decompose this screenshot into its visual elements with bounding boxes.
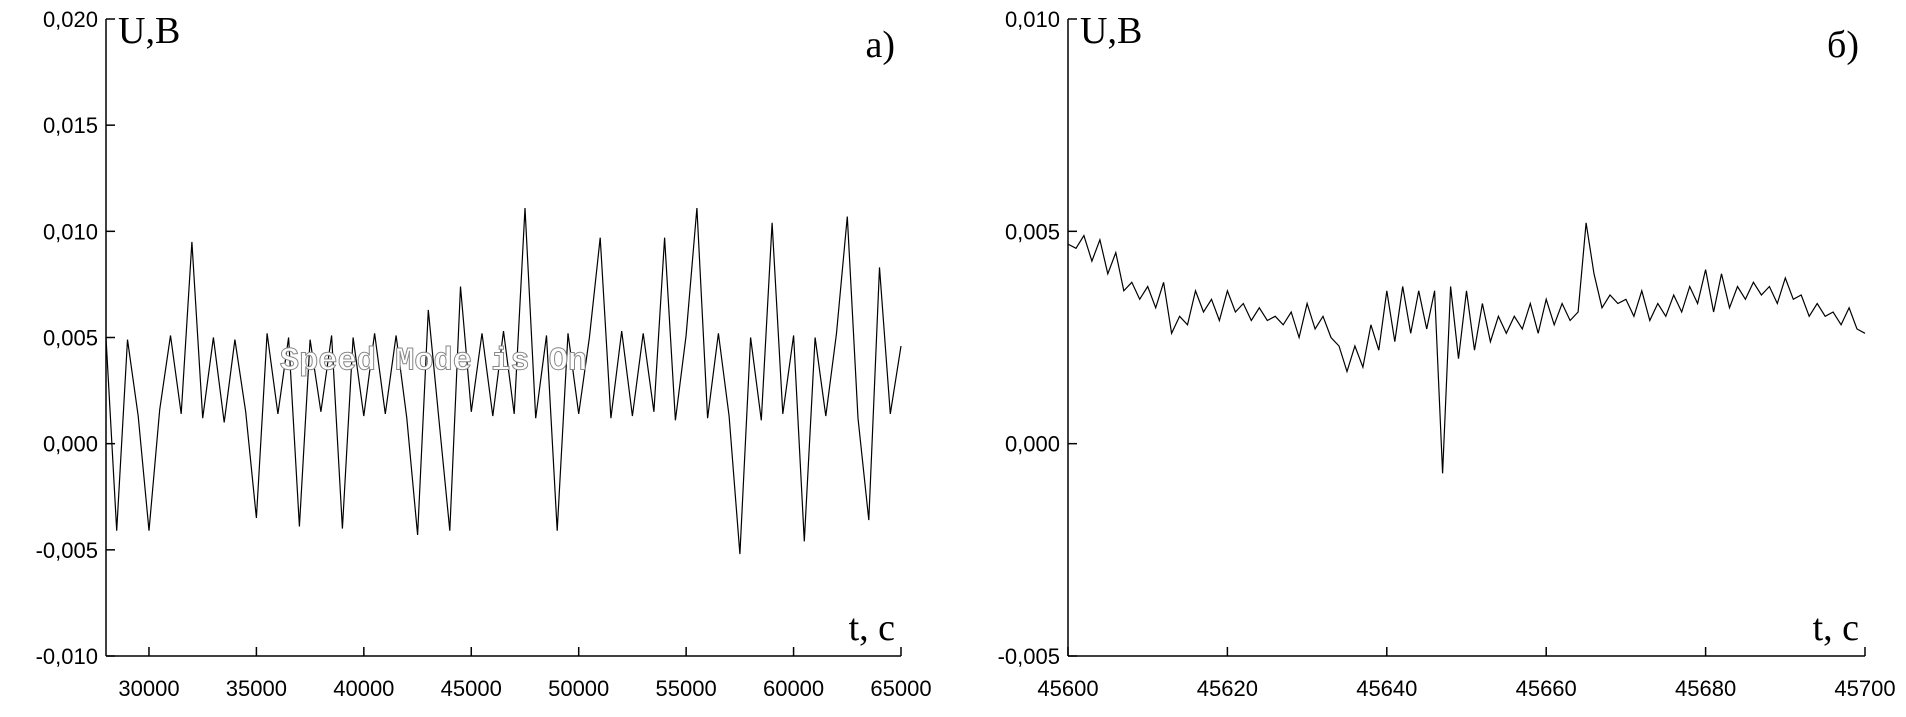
data-line	[105, 207, 902, 555]
x-tick-label: 30000	[118, 676, 179, 701]
x-axis-label: t, c	[1813, 607, 1859, 649]
y-tick-label: 0,010	[43, 219, 98, 244]
x-tick-label: 45640	[1356, 676, 1417, 701]
y-tick-label: 0,000	[1005, 432, 1060, 457]
x-tick-label: 50000	[548, 676, 609, 701]
y-tick-label: 0,010	[1005, 7, 1060, 32]
x-tick-label: 45000	[441, 676, 502, 701]
y-tick-label: 0,020	[43, 7, 98, 32]
x-tick-label: 45620	[1197, 676, 1258, 701]
x-tick-label: 40000	[333, 676, 394, 701]
x-tick-label: 65000	[870, 676, 931, 701]
y-tick-label: -0,005	[36, 538, 98, 563]
y-tick-label: 0,015	[43, 113, 98, 138]
y-axis-label: U,B	[1080, 10, 1142, 52]
y-tick-label: -0,005	[998, 644, 1060, 669]
y-tick-label: 0,000	[43, 432, 98, 457]
x-tick-label: 45700	[1834, 676, 1895, 701]
x-axis-label: t, c	[849, 607, 895, 649]
y-tick-label: -0,010	[36, 644, 98, 669]
x-tick-label: 60000	[763, 676, 824, 701]
panel-label: a)	[865, 24, 895, 66]
x-tick-label: 45600	[1037, 676, 1098, 701]
y-tick-label: 0,005	[1005, 219, 1060, 244]
x-tick-label: 55000	[656, 676, 717, 701]
x-tick-label: 45680	[1675, 676, 1736, 701]
data-line	[1067, 222, 1866, 474]
x-tick-label: 45660	[1516, 676, 1577, 701]
panel-label: б)	[1827, 24, 1859, 66]
annotation: Speed Mode is On	[280, 342, 587, 379]
y-tick-label: 0,005	[43, 326, 98, 351]
x-tick-label: 35000	[226, 676, 287, 701]
y-axis-label: U,B	[118, 10, 180, 52]
